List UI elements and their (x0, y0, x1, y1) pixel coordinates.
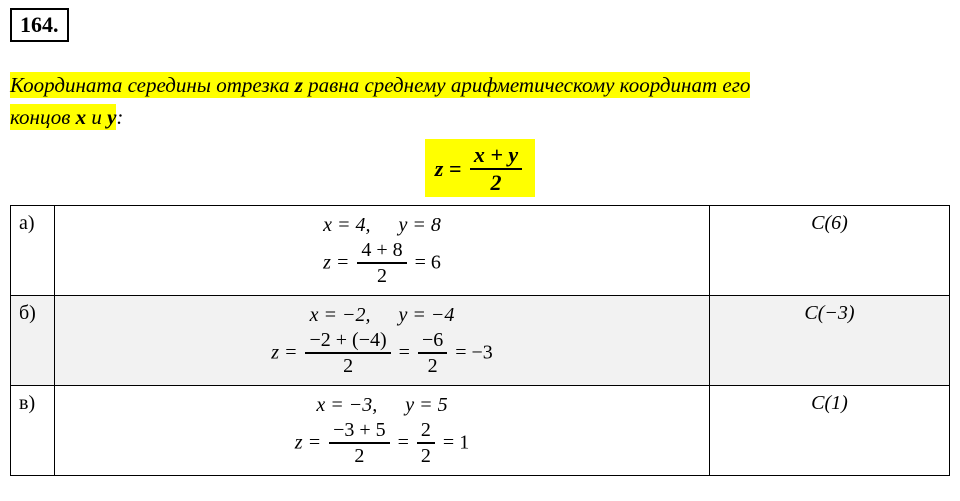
theorem-text: равна среднему арифметическому координат… (303, 73, 750, 97)
calc-denominator-2: 2 (417, 444, 435, 467)
calc-numerator-2: −6 (418, 329, 447, 354)
theorem-text: и (86, 105, 107, 129)
calc-numerator: −2 + (−4) (305, 329, 390, 354)
calc-lhs: z = (323, 252, 354, 274)
row-work: x = 4, y = 8 z = 4 + 82 = 6 (55, 206, 710, 296)
row-answer: C(6) (710, 206, 950, 296)
calc-tail: = 1 (438, 432, 469, 454)
midpoint-formula: z = x + y 2 (10, 139, 950, 197)
calc-denominator: 2 (329, 444, 390, 467)
theorem-text: Координата середины отрезка (10, 73, 295, 97)
table-row: в)x = −3,y = 5z = −3 + 52 = 22 = 1C(1) (11, 386, 950, 476)
row-label: а) (11, 206, 55, 296)
formula-numerator: x + y (470, 143, 522, 170)
given-y: y = 8 (399, 214, 441, 237)
theorem-var-x: x (76, 105, 87, 129)
theorem-var-z: z (295, 73, 303, 97)
given-x: x = −2, (310, 304, 371, 327)
calc-tail: = 6 (410, 252, 441, 274)
row-work: x = −3,y = 5z = −3 + 52 = 22 = 1 (55, 386, 710, 476)
table-row: б)x = −2,y = −4z = −2 + (−4)2 = −62 = −3… (11, 296, 950, 386)
theorem-line-1: Координата середины отрезка z равна сред… (10, 72, 750, 98)
theorem-var-y: y (107, 105, 116, 129)
problem-number: 164. (10, 8, 69, 42)
problem-number-text: 164 (20, 12, 53, 37)
theorem-text: концов (10, 105, 76, 129)
given-y: y = 5 (405, 394, 447, 417)
calc-denominator: 2 (357, 264, 406, 287)
calc-eq: = (393, 432, 414, 454)
calc-lhs: z = (295, 432, 326, 454)
solution-table: а)x = 4,y = 8z = 4 + 82 = 6C(6)б)x = −2,… (10, 205, 950, 476)
calc-numerator-2: 2 (417, 419, 435, 444)
row-work: x = −2,y = −4z = −2 + (−4)2 = −62 = −3 (55, 296, 710, 386)
formula-denominator: 2 (470, 170, 522, 195)
calc-numerator: 4 + 8 (357, 239, 406, 264)
theorem-colon: : (116, 105, 123, 129)
calc-lhs: z = (271, 342, 302, 364)
given-y: y = −4 (399, 304, 455, 327)
given-x: x = −3, (316, 394, 377, 417)
calc-numerator: −3 + 5 (329, 419, 390, 444)
calc-denominator-2: 2 (418, 354, 447, 377)
row-label: б) (11, 296, 55, 386)
table-row: а) x = 4, y = 8 z = 4 + 82 = 6 C(6) (11, 206, 950, 296)
theorem-statement: Координата середины отрезка z равна сред… (10, 70, 950, 133)
row-answer: C(1) (710, 386, 950, 476)
calc-eq: = (394, 342, 415, 364)
theorem-line-2: концов x и y (10, 104, 116, 130)
calc-denominator: 2 (305, 354, 390, 377)
row-answer: C(−3) (710, 296, 950, 386)
row-label: в) (11, 386, 55, 476)
formula-eq: = (443, 156, 467, 181)
calc-tail: = −3 (450, 342, 493, 364)
given-x: x = 4, (323, 214, 370, 237)
